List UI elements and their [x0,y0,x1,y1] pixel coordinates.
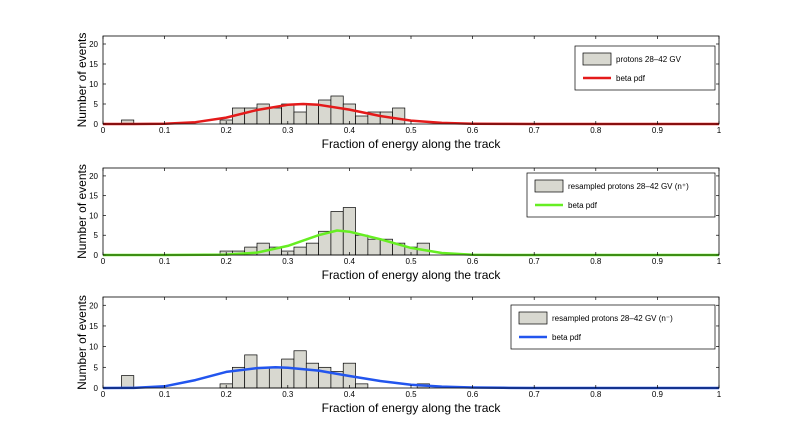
x-tick-label: 0.9 [652,257,664,266]
histogram-bar [256,366,270,389]
x-tick-label: 0.9 [652,390,664,399]
histogram-bar [392,107,406,125]
x-tick-label: 0.2 [221,390,233,399]
x-tick-label: 0 [101,257,106,266]
x-tick-label: 1 [717,257,722,266]
x-tick-label: 0.7 [529,390,541,399]
y-tick-label: 10 [89,211,98,220]
legend-label-curve: beta pdf [568,201,598,210]
y-tick-label: 0 [94,120,99,129]
x-tick-label: 0 [101,126,106,135]
x-axis-label: Fraction of energy along the track [322,137,502,151]
histogram-bar [355,115,369,125]
histogram-bar [355,234,369,256]
x-tick-label: 0.1 [159,390,171,399]
y-axis-label: Number of events [75,33,89,128]
x-axis-label: Fraction of energy along the track [322,401,502,415]
legend: protons 28–42 GV beta pdf [574,45,716,91]
x-tick-label: 0.4 [344,390,356,399]
y-tick-label: 10 [89,343,98,352]
histogram-bar [305,362,319,389]
histogram-bar [318,99,332,125]
beta-pdf-curve [102,366,719,390]
legend-label-curve: beta pdf [616,74,646,83]
x-tick-label: 0.5 [405,257,417,266]
y-tick-label: 10 [89,80,98,89]
x-tick-label: 0.4 [344,126,356,135]
histogram-bar [355,383,369,389]
legend-box [574,45,716,91]
x-tick-label: 0.1 [159,126,171,135]
legend-swatch-histogram [582,52,612,66]
histogram-bar [367,238,381,256]
legend-label-curve: beta pdf [552,333,582,342]
y-tick-label: 15 [89,60,98,69]
legend-swatch-histogram [534,179,564,193]
x-tick-label: 0.8 [590,390,602,399]
x-tick-label: 0.6 [467,390,479,399]
histogram-bar [244,354,258,389]
x-tick-label: 1 [717,390,722,399]
x-axis-label: Fraction of energy along the track [322,268,502,282]
y-axis-label: Number of events [75,295,89,390]
histogram-bar [293,111,307,125]
x-tick-label: 0.6 [467,126,479,135]
y-tick-label: 15 [89,192,98,201]
histogram-bar [268,366,282,389]
x-tick-label: 0 [101,390,106,399]
x-tick-label: 0.1 [159,257,171,266]
legend: resampled protons 28–42 GV (n⁺) beta pdf [526,172,716,218]
legend-swatch-histogram [518,311,548,325]
x-tick-label: 0.5 [405,390,417,399]
x-tick-label: 0.7 [529,126,541,135]
chart-panel-1: 0 0.1 0.2 0.3 0.4 0.5 0.6 0.7 0.8 0.9 105101520Fra… [75,33,722,151]
x-tick-label: 0.7 [529,257,541,266]
x-tick-label: 0.8 [590,126,602,135]
x-tick-label: 0.3 [282,126,294,135]
histogram-bar [330,95,344,125]
x-tick-label: 0.2 [221,257,233,266]
histogram-bar [305,103,319,125]
histogram-bar [330,211,344,256]
x-tick-label: 0.3 [282,390,294,399]
x-tick-label: 0.2 [221,126,233,135]
x-tick-label: 0.8 [590,257,602,266]
y-tick-label: 20 [89,40,98,49]
y-tick-label: 5 [94,363,99,372]
y-tick-label: 5 [94,100,99,109]
y-tick-label: 0 [94,384,99,393]
histogram-bar [293,246,307,256]
y-axis-label: Number of events [75,164,89,259]
histogram-bar [121,375,135,389]
x-tick-label: 0.9 [652,126,664,135]
legend: resampled protons 28–42 GV (n⁻) beta pdf [510,304,716,350]
legend-label-histogram: resampled protons 28–42 GV (n⁻) [552,314,673,323]
legend-box [526,172,716,218]
y-tick-label: 20 [89,172,98,181]
y-tick-label: 20 [89,301,98,310]
legend-label-histogram: resampled protons 28–42 GV (n⁺) [568,182,689,191]
y-tick-label: 5 [94,231,99,240]
histogram-bar [268,107,282,125]
x-tick-label: 0.6 [467,257,479,266]
chart-panel-2: 0 0.1 0.2 0.3 0.4 0.5 0.6 0.7 0.8 0.9 105101520Fra… [75,164,722,282]
x-tick-label: 0.3 [282,257,294,266]
legend-box [510,304,716,350]
histogram-bar [305,242,319,256]
x-tick-label: 1 [717,126,722,135]
x-tick-label: 0.4 [344,257,356,266]
legend-label-histogram: protons 28–42 GV [616,55,682,64]
y-tick-label: 0 [94,251,99,260]
histogram-bar [281,358,295,389]
y-tick-label: 15 [89,322,98,331]
x-tick-label: 0.5 [405,126,417,135]
chart-panel-3: 0 0.1 0.2 0.3 0.4 0.5 0.6 0.7 0.8 0.9 105101520Fra… [75,295,722,415]
